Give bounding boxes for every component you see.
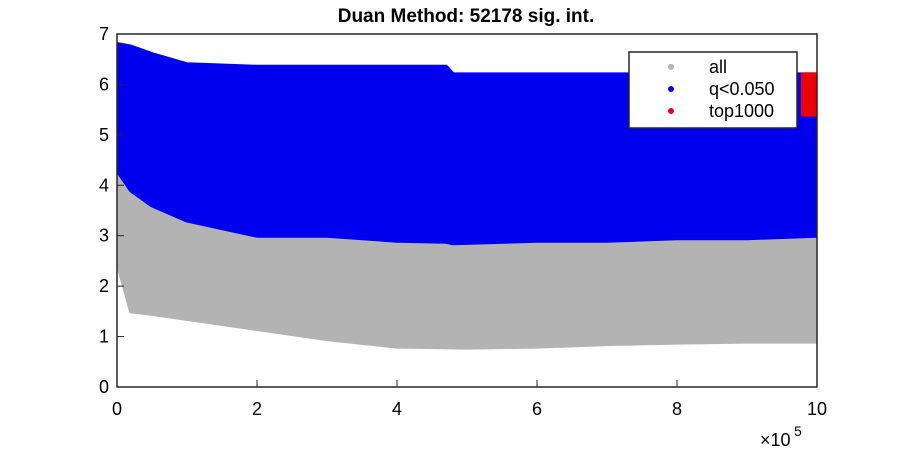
y-tick-label: 5 <box>99 125 109 145</box>
y-tick-label: 7 <box>99 24 109 44</box>
x-tick-label: 6 <box>532 399 542 419</box>
x-multiplier: ×10 <box>760 430 791 450</box>
legend-marker <box>668 108 674 114</box>
legend-label: q<0.050 <box>709 79 775 99</box>
axes-box <box>116 33 818 388</box>
y-tick-label: 2 <box>99 276 109 296</box>
legend-label: all <box>709 57 727 77</box>
x-multiplier-exponent: 5 <box>794 423 802 439</box>
y-tick-label: 4 <box>99 175 109 195</box>
x-tick-label: 0 <box>112 399 122 419</box>
x-tick-label: 8 <box>672 399 682 419</box>
legend-box <box>628 51 798 129</box>
chart-title: Duan Method: 52178 sig. int. <box>338 6 595 27</box>
x-tick-label: 2 <box>252 399 262 419</box>
y-tick-label: 6 <box>99 74 109 94</box>
legend-label: top1000 <box>709 101 774 121</box>
y-tick-label: 0 <box>99 377 109 397</box>
y-tick-label: 3 <box>99 226 109 246</box>
x-tick-label: 4 <box>392 399 402 419</box>
y-tick-label: 1 <box>99 327 109 347</box>
point-cloud <box>801 72 817 117</box>
legend-marker <box>668 86 674 92</box>
legend-marker <box>668 64 674 70</box>
x-tick-label: 10 <box>807 399 827 419</box>
